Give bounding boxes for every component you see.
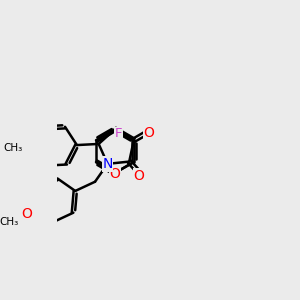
Text: O: O [143,126,154,140]
Text: O: O [21,207,32,221]
Text: O: O [110,167,120,181]
Text: N: N [102,157,113,171]
Text: CH₃: CH₃ [4,143,23,153]
Text: O: O [133,169,144,183]
Text: F: F [115,128,122,140]
Text: CH₃: CH₃ [0,217,19,227]
